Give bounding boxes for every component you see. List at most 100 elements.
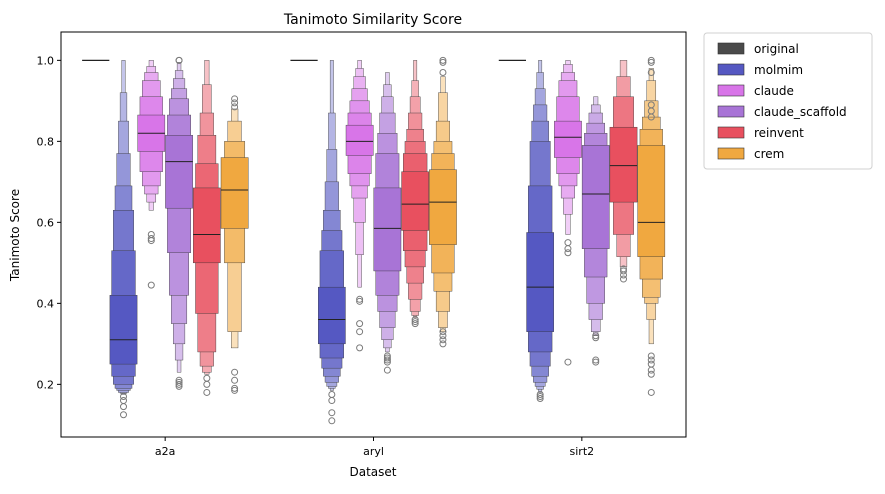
y-tick-label: 0.6 [37, 216, 55, 229]
outlier-point [175, 380, 183, 388]
boxen-level [318, 286, 346, 345]
boxen-level [609, 126, 638, 203]
legend-label: claude_scaffold [754, 105, 847, 119]
outlier-point [147, 237, 155, 245]
legend-swatch [717, 63, 745, 76]
boxen-molmim-sirt2 [526, 60, 554, 403]
boxen-level [526, 232, 554, 332]
boxen-crem-aryl [429, 56, 457, 348]
boxen-level [373, 187, 402, 272]
x-axis: a2a aryl sirt2 [155, 437, 594, 458]
legend-swatch [717, 84, 745, 97]
boxen-claude_scaffold-aryl [373, 72, 402, 374]
outlier-point [356, 297, 364, 305]
outlier-point [231, 384, 239, 392]
outlier-point [147, 235, 155, 243]
boxen-level [554, 120, 582, 158]
outlier-point [439, 340, 447, 348]
outlier-point [120, 397, 127, 405]
outlier-point [647, 370, 655, 378]
outlier-point [383, 356, 391, 364]
outlier-point [536, 390, 544, 398]
y-axis: 0.2 0.4 0.6 0.8 1.0 [37, 54, 61, 391]
outlier-point [620, 267, 627, 275]
outlier-point [383, 354, 391, 362]
boxen-crem-sirt2 [637, 56, 666, 396]
boxen-claude_scaffold-sirt2 [581, 96, 610, 366]
boxen-level [429, 169, 457, 245]
outlier-point [647, 69, 655, 76]
outlier-point [647, 366, 655, 374]
outlier-point [231, 103, 239, 111]
outlier-point [647, 113, 655, 121]
boxen-claude-aryl [345, 60, 374, 352]
outlier-point [439, 69, 447, 76]
chart-title: Tanimoto Similarity Score [283, 12, 462, 28]
outlier-point [647, 356, 655, 364]
outlier-point [356, 344, 364, 352]
legend-label: original [754, 42, 799, 56]
boxen-claude_scaffold-a2a [165, 56, 193, 390]
outlier-point [231, 99, 239, 107]
outlier-point [411, 318, 419, 326]
outlier-point [383, 366, 391, 374]
outlier-point [564, 358, 572, 366]
x-axis-label: Dataset [350, 465, 397, 479]
x-tick-label: a2a [155, 445, 175, 458]
outlier-point [120, 393, 127, 400]
y-tick-label: 0.2 [37, 378, 55, 391]
boxen-level [401, 171, 429, 231]
outlier-point [231, 376, 239, 384]
boxen-molmim-a2a [109, 60, 138, 419]
legend-swatch [717, 147, 745, 160]
outlier-point [564, 245, 572, 253]
boxen-crem-a2a [220, 95, 249, 394]
y-tick-label: 0.8 [37, 135, 55, 148]
outlier-point [439, 56, 447, 64]
outlier-point [383, 358, 391, 366]
x-tick-label: sirt2 [570, 445, 595, 458]
outlier-point [175, 378, 183, 386]
outlier-point [592, 356, 600, 364]
outlier-point [356, 320, 364, 328]
outlier-point [203, 388, 211, 396]
outlier-point [328, 397, 336, 405]
boxen-level [220, 157, 249, 229]
y-axis-label: Tanimoto Score [8, 189, 22, 282]
outlier-point [647, 388, 655, 396]
outlier-point [592, 358, 600, 366]
outlier-point [439, 336, 447, 344]
boxen-claude-a2a [137, 60, 166, 289]
outlier-point [147, 281, 155, 289]
boxen-level [109, 295, 138, 365]
outlier-point [620, 275, 627, 283]
outlier-point [203, 374, 211, 382]
outlier-point [356, 295, 364, 303]
boxen-reinvent-aryl [401, 60, 429, 328]
outlier-point [564, 239, 572, 247]
legend-swatch [717, 105, 745, 118]
outlier-point [620, 271, 627, 279]
boxen-level [165, 135, 193, 209]
boxen-level [637, 145, 666, 257]
outlier-point [328, 409, 336, 417]
x-tick-label: aryl [363, 445, 384, 458]
outlier-point [647, 352, 655, 360]
outlier-point [175, 56, 183, 64]
boxen-level [581, 145, 610, 249]
outlier-point [536, 393, 544, 400]
legend-label: claude [754, 84, 794, 98]
legend-swatch [717, 42, 745, 55]
outlier-point [120, 403, 127, 411]
outlier-point [120, 411, 127, 419]
outlier-point [647, 56, 655, 64]
plot-area [82, 56, 666, 425]
outlier-point [411, 316, 419, 324]
y-tick-label: 1.0 [37, 54, 55, 67]
outlier-point [328, 390, 336, 398]
legend: original molmim claude claude_scaffoldreinv… [703, 32, 873, 170]
outlier-point [231, 95, 239, 103]
outlier-point [175, 382, 183, 390]
